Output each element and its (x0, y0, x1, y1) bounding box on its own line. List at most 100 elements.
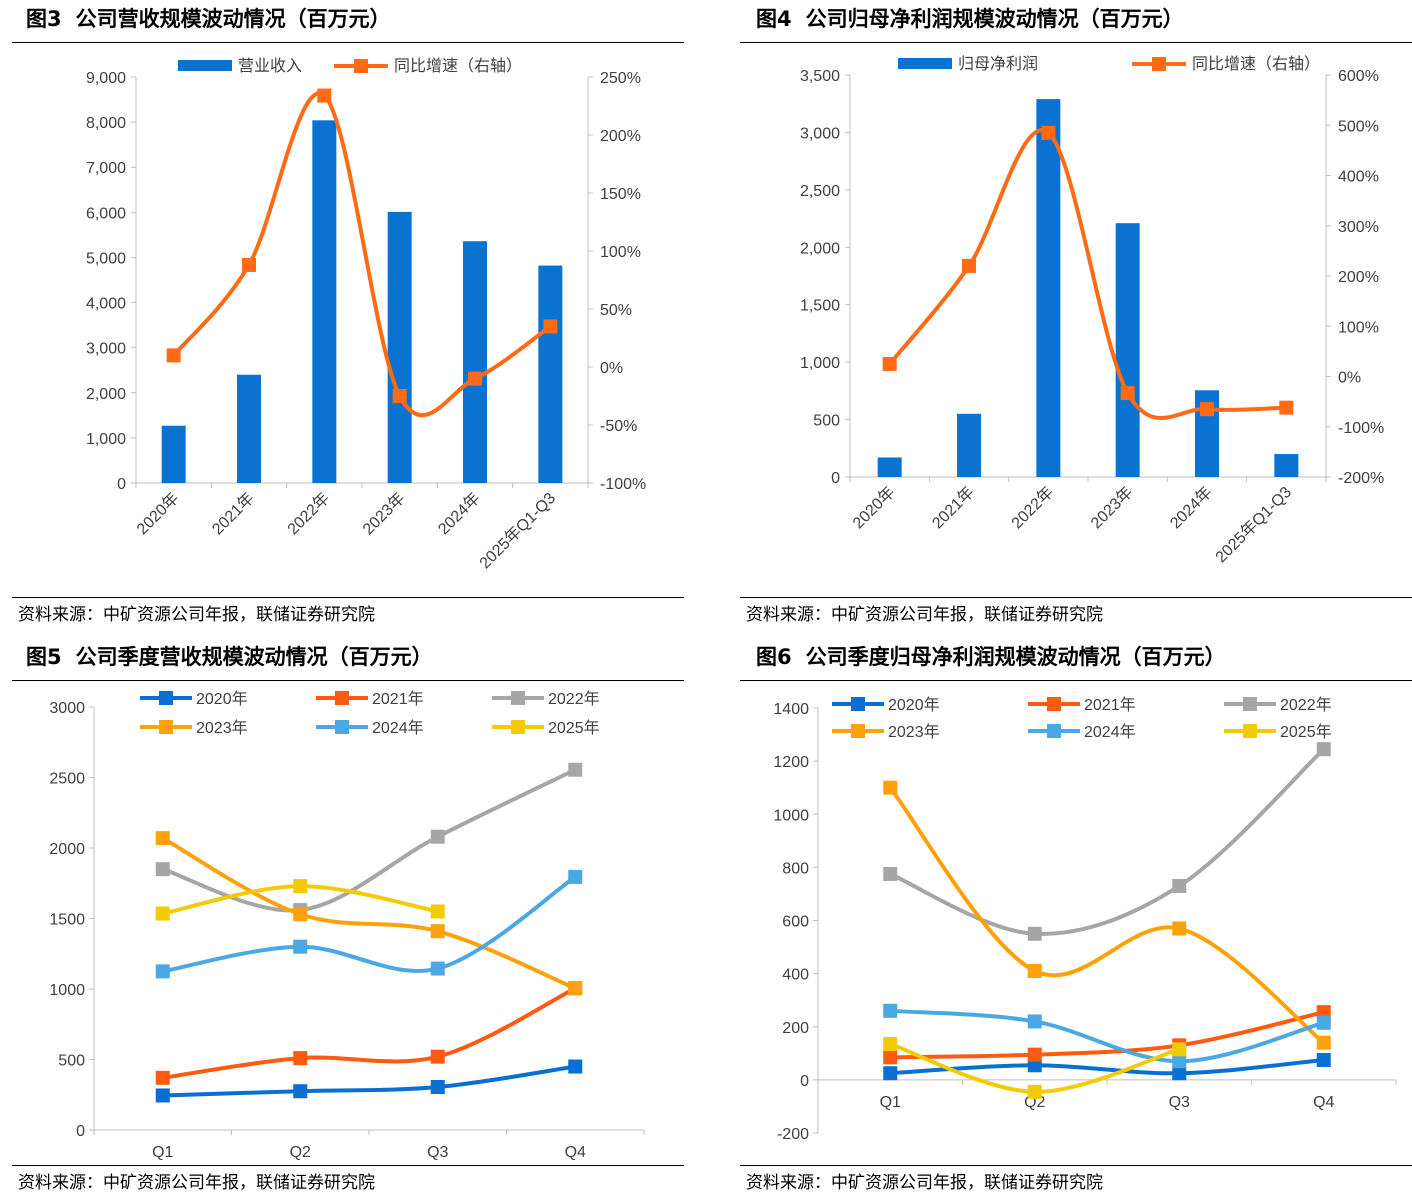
x-category-label: Q4 (565, 1144, 586, 1161)
series-marker (568, 1059, 583, 1074)
bar (1115, 223, 1140, 477)
growth-marker (317, 88, 332, 103)
legend-label: 2023年 (888, 723, 940, 741)
y-tick-label: 200 (782, 1020, 809, 1037)
legend-line-marker (354, 59, 368, 73)
right-tick-label: 50% (600, 302, 632, 319)
bar (312, 120, 337, 483)
right-tick-label: 100% (1338, 319, 1379, 336)
figure-6-top-rule (740, 680, 1412, 681)
series-line-2023年 (161, 836, 577, 991)
figure-3-title: 图3 公司营收规模波动情况（百万元） (26, 0, 698, 38)
series-marker (430, 829, 445, 844)
series-marker (155, 1088, 170, 1103)
series-line-2020年 (162, 1064, 576, 1098)
right-tick-label: 200% (600, 128, 641, 145)
growth-marker (392, 389, 407, 403)
growth-line (888, 128, 1287, 420)
x-category-label: 2021年 (929, 483, 978, 532)
right-tick-label: 250% (600, 70, 641, 87)
y-tick-label: 1200 (773, 754, 809, 771)
x-category-label: Q1 (880, 1094, 901, 1111)
figure-3-number: 图3 (26, 7, 62, 31)
series-marker (155, 906, 170, 921)
series-marker (1172, 921, 1187, 936)
series-line-2021年 (890, 1010, 1325, 1060)
right-tick-label: -50% (600, 418, 637, 435)
figure-5-top-rule (12, 680, 684, 681)
growth-marker (468, 371, 482, 386)
figure-5-bottom-rule (12, 1165, 684, 1166)
figure-4-top-rule (740, 42, 1412, 43)
legend-marker (1047, 697, 1061, 711)
y-tick-label: 500 (58, 1053, 85, 1070)
legend-label: 2022年 (548, 690, 600, 708)
legend-label: 2020年 (196, 690, 248, 708)
right-tick-label: 300% (1338, 219, 1379, 236)
left-tick-label: 2,000 (86, 386, 126, 403)
x-category-label: 2025年Q1-Q3 (1212, 483, 1295, 566)
left-tick-label: 1,500 (800, 298, 840, 315)
left-tick-label: 5,000 (86, 250, 126, 267)
series-marker (155, 1070, 170, 1085)
legend-marker (851, 724, 865, 738)
bar (161, 425, 186, 483)
legend-label: 2023年 (196, 719, 248, 737)
figure-6-source: 资料来源：中矿资源公司年报，联储证券研究院 (746, 1173, 1103, 1193)
legend-marker (159, 720, 173, 734)
growth-marker (882, 356, 897, 371)
bar (463, 241, 487, 483)
series-marker (883, 780, 898, 795)
series-marker (293, 939, 308, 954)
left-tick-label: 0 (831, 470, 840, 487)
right-tick-label: 400% (1338, 169, 1379, 186)
series-marker (1172, 1042, 1187, 1057)
figure-5-source: 资料来源：中矿资源公司年报，联储证券研究院 (18, 1173, 375, 1193)
x-category-label: Q3 (1169, 1094, 1190, 1111)
figure-6-title: 图6 公司季度归母净利润规模波动情况（百万元） (756, 638, 1412, 676)
series-marker (293, 1051, 308, 1066)
legend-marker (851, 697, 865, 711)
growth-marker (1120, 386, 1135, 401)
x-category-label: 2020年 (849, 483, 898, 532)
x-category-label: 2020年 (133, 489, 182, 538)
figure-6-bottom-rule (740, 1165, 1412, 1166)
legend-line-label: 同比增速（右轴） (1192, 55, 1320, 73)
series-marker (430, 904, 445, 919)
right-tick-label: 0% (600, 360, 623, 377)
bar (387, 211, 412, 484)
y-tick-label: 800 (782, 860, 809, 877)
series-marker (883, 1050, 898, 1065)
series-marker (1027, 1047, 1042, 1062)
right-tick-label: -200% (1338, 470, 1384, 487)
x-category-label: Q2 (290, 1144, 311, 1161)
y-tick-label: 600 (782, 914, 809, 931)
left-tick-label: 3,000 (86, 341, 126, 358)
growth-marker (1279, 400, 1294, 415)
y-tick-label: 2000 (49, 841, 85, 858)
y-tick-label: 1000 (49, 982, 85, 999)
left-tick-label: 1,000 (800, 355, 840, 372)
x-category-label: 2024年 (1167, 483, 1216, 532)
y-tick-label: 1000 (773, 807, 809, 824)
right-tick-label: 150% (600, 186, 641, 203)
series-marker (1027, 926, 1042, 941)
series-marker (1172, 1066, 1187, 1081)
x-category-label: 2022年 (284, 489, 333, 538)
left-tick-label: 7,000 (86, 160, 126, 177)
y-tick-label: 3000 (49, 700, 85, 717)
legend-label: 2025年 (548, 719, 600, 737)
figure-4-chart: 0 500 1,000 1,500 2,000 2,500 3,000 3,500 -200% -… (800, 55, 1384, 566)
series-marker (883, 1066, 898, 1081)
legend-marker (511, 720, 525, 734)
legend-line-marker (1152, 57, 1166, 71)
legend-label: 2024年 (1084, 723, 1136, 741)
legend-bar-label: 归母净利润 (958, 55, 1038, 73)
series-marker (1027, 1084, 1042, 1099)
left-tick-label: 3,500 (800, 68, 840, 85)
x-category-label: Q4 (1313, 1094, 1334, 1111)
bar (538, 265, 563, 483)
legend-marker (1243, 697, 1257, 711)
series-marker (155, 964, 170, 979)
series-marker (1316, 742, 1331, 757)
